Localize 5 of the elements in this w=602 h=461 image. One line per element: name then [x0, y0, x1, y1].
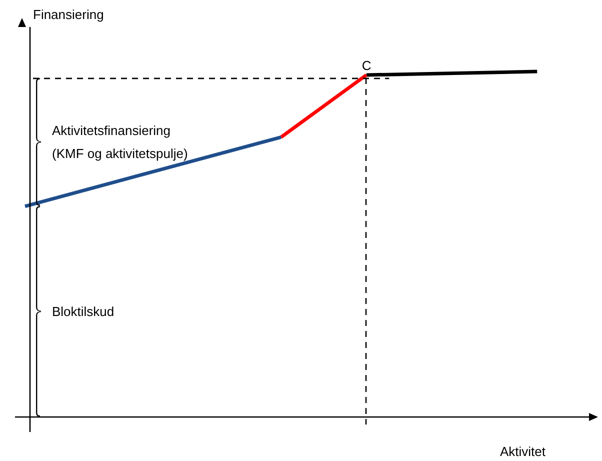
x-axis-title: Aktivitet: [500, 444, 546, 459]
annotation: Aktivitetsfinansiering (KMF og aktivitetspulje): [52, 122, 189, 164]
y-axis-title: Finansiering: [33, 7, 104, 22]
annotation: Bloktilskud: [52, 303, 116, 322]
annotation: C: [362, 58, 372, 73]
